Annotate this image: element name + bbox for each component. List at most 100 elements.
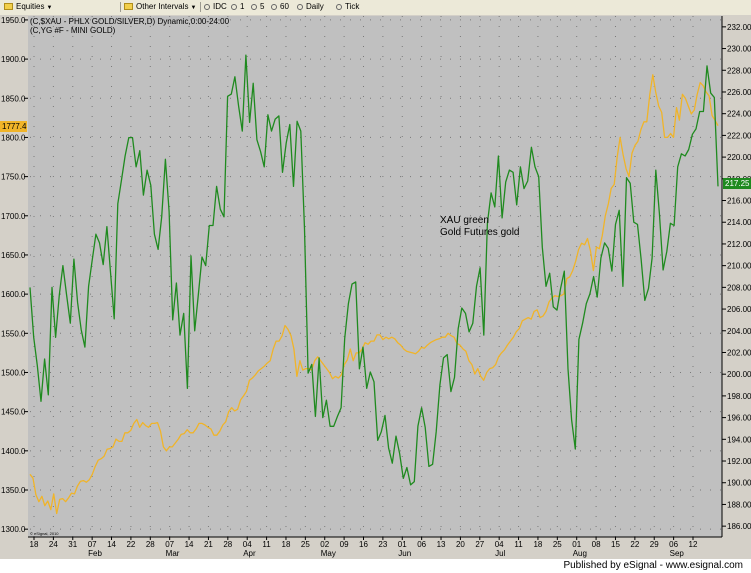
- left-axis-tick-label: 1800.0: [1, 133, 26, 142]
- x-axis-tick-label: 28: [223, 540, 232, 549]
- right-axis-tick-label: 210.00: [727, 262, 751, 271]
- interval-daily-label: Daily: [306, 2, 324, 11]
- right-price-tag: 217.25: [723, 178, 751, 189]
- folder-icon: [4, 3, 13, 10]
- plot-area[interactable]: [28, 16, 722, 537]
- right-axis-tick-label: 206.00: [727, 305, 751, 314]
- copyright-text: © eSignal, 2010: [30, 531, 59, 536]
- x-axis-tick-label: 12: [689, 540, 698, 549]
- x-axis-tick-label: 22: [126, 540, 135, 549]
- x-axis-month-label: Mar: [166, 549, 180, 558]
- right-axis-tick-label: 186.00: [727, 522, 751, 531]
- interval-idc-button[interactable]: IDC: [204, 1, 227, 13]
- x-axis-tick-label: 18: [282, 540, 291, 549]
- x-axis-tick-label: 08: [592, 540, 601, 549]
- left-axis-tick-label: 1350.0: [1, 486, 26, 495]
- equities-label: Equities: [16, 2, 45, 11]
- interval-60-button[interactable]: 60: [271, 1, 289, 13]
- interval-tick-button[interactable]: Tick: [336, 1, 359, 13]
- x-axis-tick-label: 09: [340, 540, 349, 549]
- chevron-down-icon: ▼: [190, 5, 197, 11]
- other-intervals-menu[interactable]: Other Intervals ▼: [124, 1, 196, 13]
- left-axis-tick-label: 1550.0: [1, 329, 26, 338]
- toolbar-separator: [120, 2, 121, 12]
- right-axis-tick-label: 192.00: [727, 457, 751, 466]
- right-axis-tick-label: 224.00: [727, 110, 751, 119]
- x-axis-tick-label: 11: [262, 540, 271, 549]
- x-axis-tick-label: 16: [359, 540, 368, 549]
- x-axis-tick-label: 06: [669, 540, 678, 549]
- right-axis[interactable]: 232.00 230.00 228.00 226.00 224.00 222.00 220.…: [722, 23, 751, 531]
- x-axis: 18 24 31 07 14 22 28 07 14 21 28 04 11 18 25 02 09 16 23 01…: [30, 537, 698, 558]
- left-axis-tick-label: 1700.0: [1, 212, 26, 221]
- xau-series-line: [29, 54, 719, 486]
- right-axis-tick-label: 214.00: [727, 218, 751, 227]
- x-axis-tick-label: 20: [456, 540, 465, 549]
- x-axis-tick-label: 07: [165, 540, 174, 549]
- x-axis-tick-label: 22: [630, 540, 639, 549]
- x-axis-tick-label: 28: [146, 540, 155, 549]
- legend-line-1: (C,$XAU - PHLX GOLD/SILVER,D) Dynamic,0:…: [30, 17, 230, 26]
- right-axis-tick-label: 232.00: [727, 23, 751, 32]
- x-axis-tick-label: 13: [437, 540, 446, 549]
- left-axis: 1950.0 1900.0 1850.0 1800.0 1750.0 1700.0 1650…: [1, 16, 28, 534]
- left-axis-tick-label: 1400.0: [1, 447, 26, 456]
- right-axis-tick-label: 228.00: [727, 66, 751, 75]
- left-axis-tick-label: 1500.0: [1, 368, 26, 377]
- right-price-tag-bg: [723, 178, 751, 189]
- folder-icon: [124, 3, 133, 10]
- tick-icon: [336, 4, 342, 10]
- x-axis-month-label: May: [321, 549, 336, 558]
- footer-text: Published by eSignal - www.esignal.com: [563, 560, 743, 571]
- left-price-tag: 1777.4: [0, 121, 27, 132]
- equities-menu[interactable]: Equities ▼: [4, 1, 52, 13]
- price-chart[interactable]: 1950.01900.01850.01800.01750.01700.01650…: [0, 0, 751, 559]
- interval-5-label: 5: [260, 2, 265, 11]
- tick-icon: [297, 4, 303, 10]
- interval-tick-label: Tick: [345, 2, 360, 11]
- toolbar-separator: [200, 2, 201, 12]
- series-lines: [29, 54, 719, 515]
- x-axis-tick-label: 18: [30, 540, 39, 549]
- right-axis-tick-label: 230.00: [727, 45, 751, 54]
- right-axis-tick-label: 190.00: [727, 479, 751, 488]
- x-axis-tick-label: 25: [553, 540, 562, 549]
- x-axis-month-label: Sep: [670, 549, 685, 558]
- x-axis-tick-label: 14: [185, 540, 194, 549]
- left-axis-tick-label: 1650.0: [1, 251, 26, 260]
- interval-daily-button[interactable]: Daily: [297, 1, 324, 13]
- interval-idc-label: IDC: [213, 2, 227, 11]
- interval-5-button[interactable]: 5: [251, 1, 264, 13]
- x-axis-tick-label: 25: [301, 540, 310, 549]
- x-axis-tick-label: 21: [204, 540, 213, 549]
- right-axis-tick-label: 220.00: [727, 153, 751, 162]
- annotation-line-1: XAU green: [440, 215, 489, 226]
- left-axis-tick-label: 1850.0: [1, 94, 26, 103]
- right-axis-tick-label: 212.00: [727, 240, 751, 249]
- interval-60-label: 60: [280, 2, 289, 11]
- right-axis-tick-label: 204.00: [727, 327, 751, 336]
- left-price-tag-label: 1777.4: [2, 122, 27, 131]
- right-axis-tick-label: 202.00: [727, 348, 751, 357]
- x-axis-tick-label: 29: [650, 540, 659, 549]
- right-axis-tick-label: 208.00: [727, 283, 751, 292]
- x-axis-month-label: Apr: [243, 549, 256, 558]
- legend-line-2: (C,YG #F - MINI GOLD): [30, 26, 116, 35]
- x-axis-tick-label: 06: [417, 540, 426, 549]
- tick-icon: [251, 4, 257, 10]
- x-axis-tick-label: 04: [243, 540, 252, 549]
- right-axis-tick-label: 222.00: [727, 131, 751, 140]
- gold-futures-series-line: [29, 74, 719, 515]
- x-axis-tick-label: 01: [398, 540, 407, 549]
- interval-1-button[interactable]: 1: [231, 1, 244, 13]
- tick-icon: [231, 4, 237, 10]
- x-axis-month-label: Jun: [398, 549, 411, 558]
- x-axis-tick-label: 04: [495, 540, 504, 549]
- annotation-line-2: Gold Futures gold: [440, 227, 520, 238]
- right-axis-tick-label: 216.00: [727, 197, 751, 206]
- x-axis-month-label: Jul: [495, 549, 505, 558]
- x-axis-tick-label: 07: [88, 540, 97, 549]
- x-axis-tick-label: 31: [68, 540, 77, 549]
- left-axis-tick-label: 1900.0: [1, 55, 26, 64]
